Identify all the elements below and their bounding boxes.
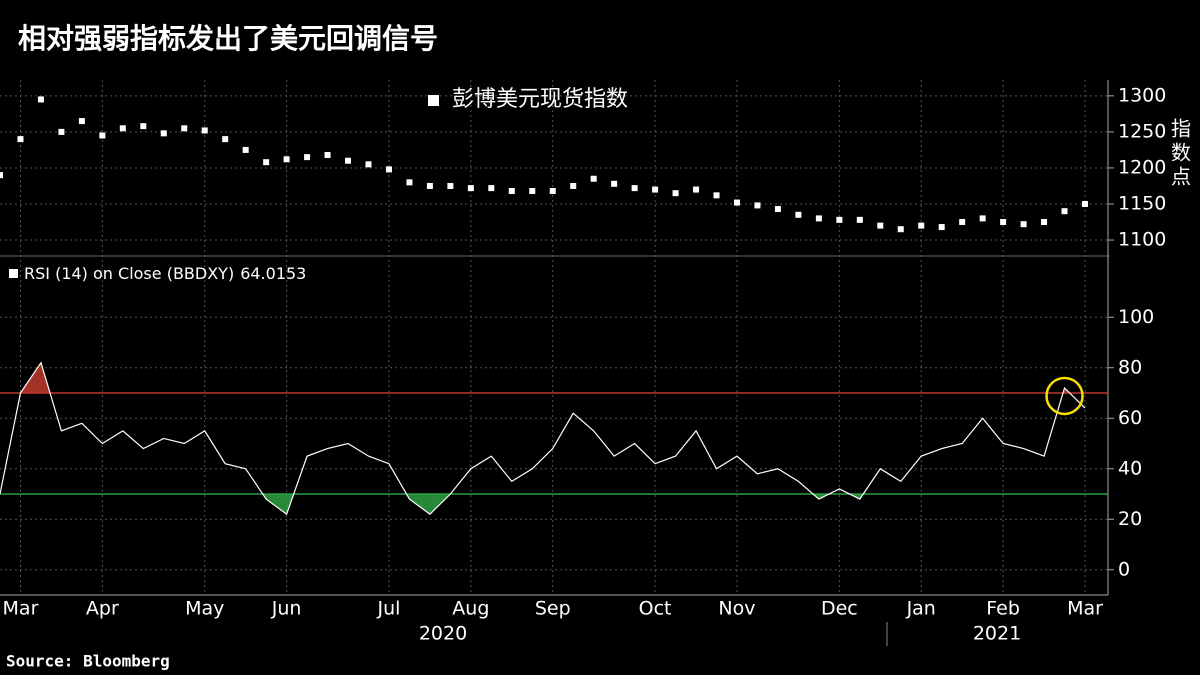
candle [897, 226, 904, 233]
candle [467, 185, 474, 192]
candle [672, 190, 679, 197]
candle [201, 127, 208, 134]
x-tick-label: Jun [271, 598, 302, 620]
legend-swatch [428, 95, 439, 106]
candle [426, 182, 433, 189]
candle [242, 146, 249, 153]
x-tick-label: Aug [452, 598, 489, 620]
legend-label: RSI (14) on Close (BBDXY) 64.0153 [24, 264, 306, 283]
candle [1041, 219, 1048, 226]
candle [365, 161, 372, 168]
legend-label: 彭博美元现货指数 [452, 87, 628, 112]
candle [815, 215, 822, 222]
candle [345, 157, 352, 164]
source: Source: Bloomberg [6, 652, 170, 671]
candle [119, 125, 126, 132]
highlight-circle [1045, 376, 1084, 416]
x-tick-label: Jul [376, 598, 400, 620]
candle [652, 186, 659, 193]
candle [447, 182, 454, 189]
x-tick-label: Mar [3, 598, 39, 620]
y-tick-label: 1250 [1118, 120, 1166, 142]
candle [1000, 219, 1007, 226]
y-tick-label: 1200 [1118, 156, 1166, 178]
x-tick-label: May [185, 598, 224, 620]
candle [508, 188, 515, 195]
candle [140, 123, 147, 130]
candle [263, 159, 270, 166]
rsi-line [0, 361, 1086, 516]
candle [385, 166, 392, 173]
x-tick-label: Feb [986, 598, 1020, 620]
candle [918, 222, 925, 229]
candle [78, 118, 85, 125]
candle [733, 199, 740, 206]
candle [590, 175, 597, 182]
candle [754, 202, 761, 209]
candle [631, 185, 638, 192]
candle [17, 136, 24, 143]
candle [877, 222, 884, 229]
candle [611, 180, 618, 187]
chart-title: 相对强弱指标发出了美元回调信号 [18, 22, 438, 55]
y-tick-label: 1100 [1118, 229, 1166, 251]
y-tick-label: 0 [1118, 558, 1130, 580]
x-tick-label: Jan [906, 598, 936, 620]
candle [1061, 208, 1068, 215]
y-axis-label: 指 [1171, 117, 1191, 141]
candle [774, 206, 781, 213]
candle [836, 216, 843, 223]
candle [222, 136, 229, 143]
y-tick-label: 80 [1118, 356, 1142, 378]
y-tick-label: 1150 [1118, 192, 1166, 214]
candle [529, 188, 536, 195]
candle [406, 179, 413, 186]
x-tick-label: Oct [639, 598, 672, 620]
x-tick-label: Apr [86, 598, 119, 620]
candle [488, 185, 495, 192]
y-tick-label: 1300 [1118, 84, 1166, 106]
candle [570, 182, 577, 189]
candle [1082, 200, 1088, 207]
candle [713, 192, 720, 199]
x-tick-label: Mar [1067, 598, 1103, 620]
legend-value: 64.0153 [240, 264, 306, 283]
oversold-area [0, 494, 1085, 515]
y-tick-label: 60 [1118, 407, 1142, 429]
candle [160, 130, 167, 137]
candle [856, 216, 863, 223]
candle [181, 125, 188, 132]
candle [0, 172, 3, 179]
year-label: 2020 [419, 623, 467, 645]
candle [938, 224, 945, 231]
candle [99, 132, 106, 139]
candle [283, 156, 290, 163]
y-tick-label: 40 [1118, 457, 1142, 479]
legend-swatch [9, 269, 18, 278]
candle [795, 211, 802, 218]
x-tick-label: Sep [535, 598, 571, 620]
candle [1020, 221, 1027, 228]
y-tick-label: 20 [1118, 508, 1142, 530]
candle [58, 128, 65, 135]
legend-name: RSI (14) on Close (BBDXY) [24, 264, 234, 283]
y-tick-label: 100 [1118, 306, 1154, 328]
year-label: 2021 [973, 623, 1021, 645]
candle [693, 186, 700, 193]
x-tick-label: Dec [821, 598, 858, 620]
candle [324, 151, 331, 158]
candle [304, 154, 311, 161]
y-axis-label: 点 [1171, 165, 1191, 189]
candle [549, 188, 556, 195]
candle [979, 215, 986, 222]
candle [37, 96, 44, 103]
x-tick-label: Nov [718, 598, 755, 620]
candle [959, 219, 966, 226]
y-axis-label: 数 [1171, 141, 1191, 165]
